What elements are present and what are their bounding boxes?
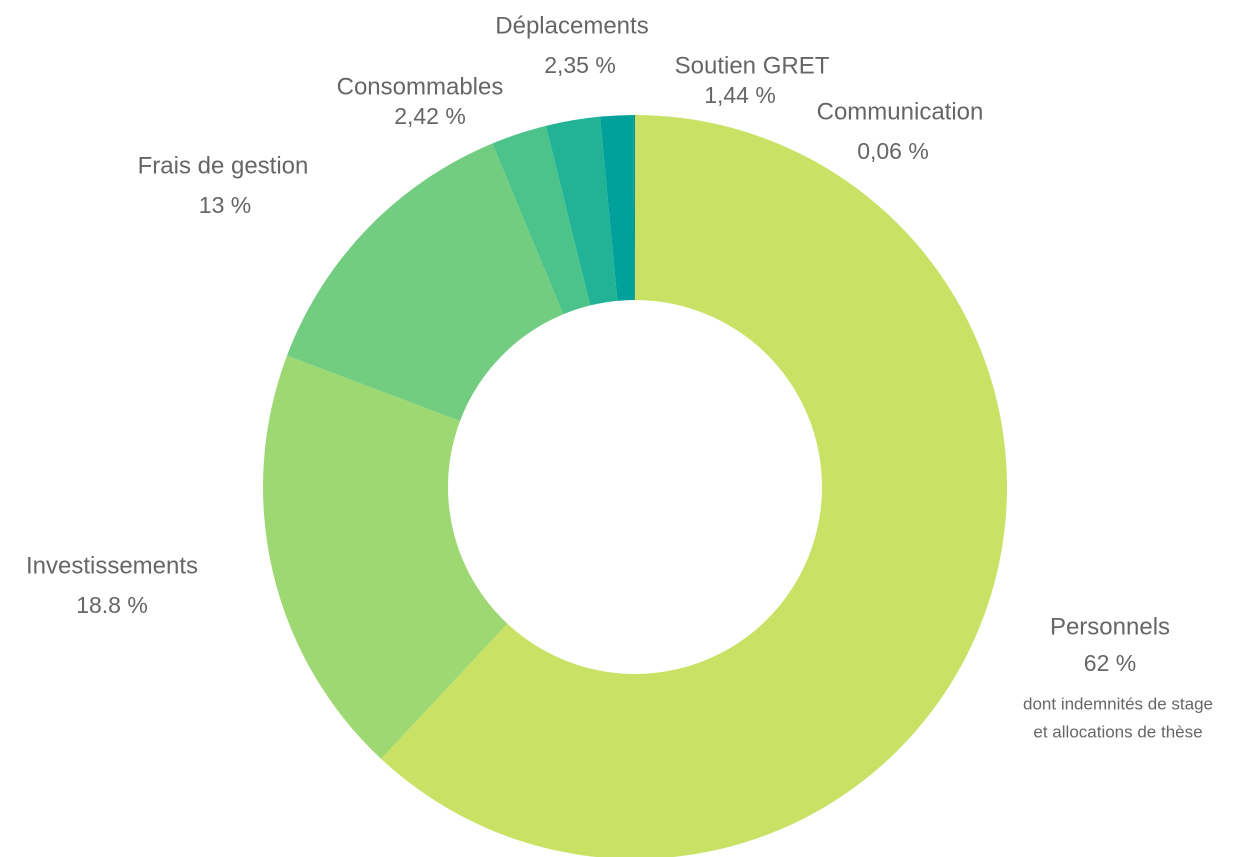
value-label: 0,06 % [857, 138, 929, 164]
slice-label: Personnels [1050, 613, 1170, 640]
slice-label: Investissements [26, 552, 198, 579]
donut-slice [633, 115, 635, 301]
value-label: 18.8 % [76, 592, 148, 618]
value-label: 13 % [199, 192, 251, 218]
donut-slice [286, 143, 564, 421]
slice-label: Consommables [337, 73, 504, 100]
slice-label: Communication [817, 98, 984, 125]
slice-label: Soutien GRET [675, 52, 830, 79]
value-label: 2,35 % [544, 52, 616, 78]
donut-slice [600, 115, 635, 301]
slice-label: Frais de gestion [138, 152, 309, 179]
donut-slice [381, 115, 1007, 857]
value-label: 2,42 % [394, 103, 466, 129]
annotation: dont indemnités de stage [1023, 694, 1213, 713]
donut-slice [492, 125, 591, 315]
value-label: 62 % [1084, 650, 1136, 676]
value-label: 1,44 % [704, 82, 776, 108]
donut-slice [545, 116, 618, 306]
donut-slice [263, 355, 508, 759]
annotation: et allocations de thèse [1033, 722, 1202, 741]
slice-label: Déplacements [495, 12, 648, 39]
